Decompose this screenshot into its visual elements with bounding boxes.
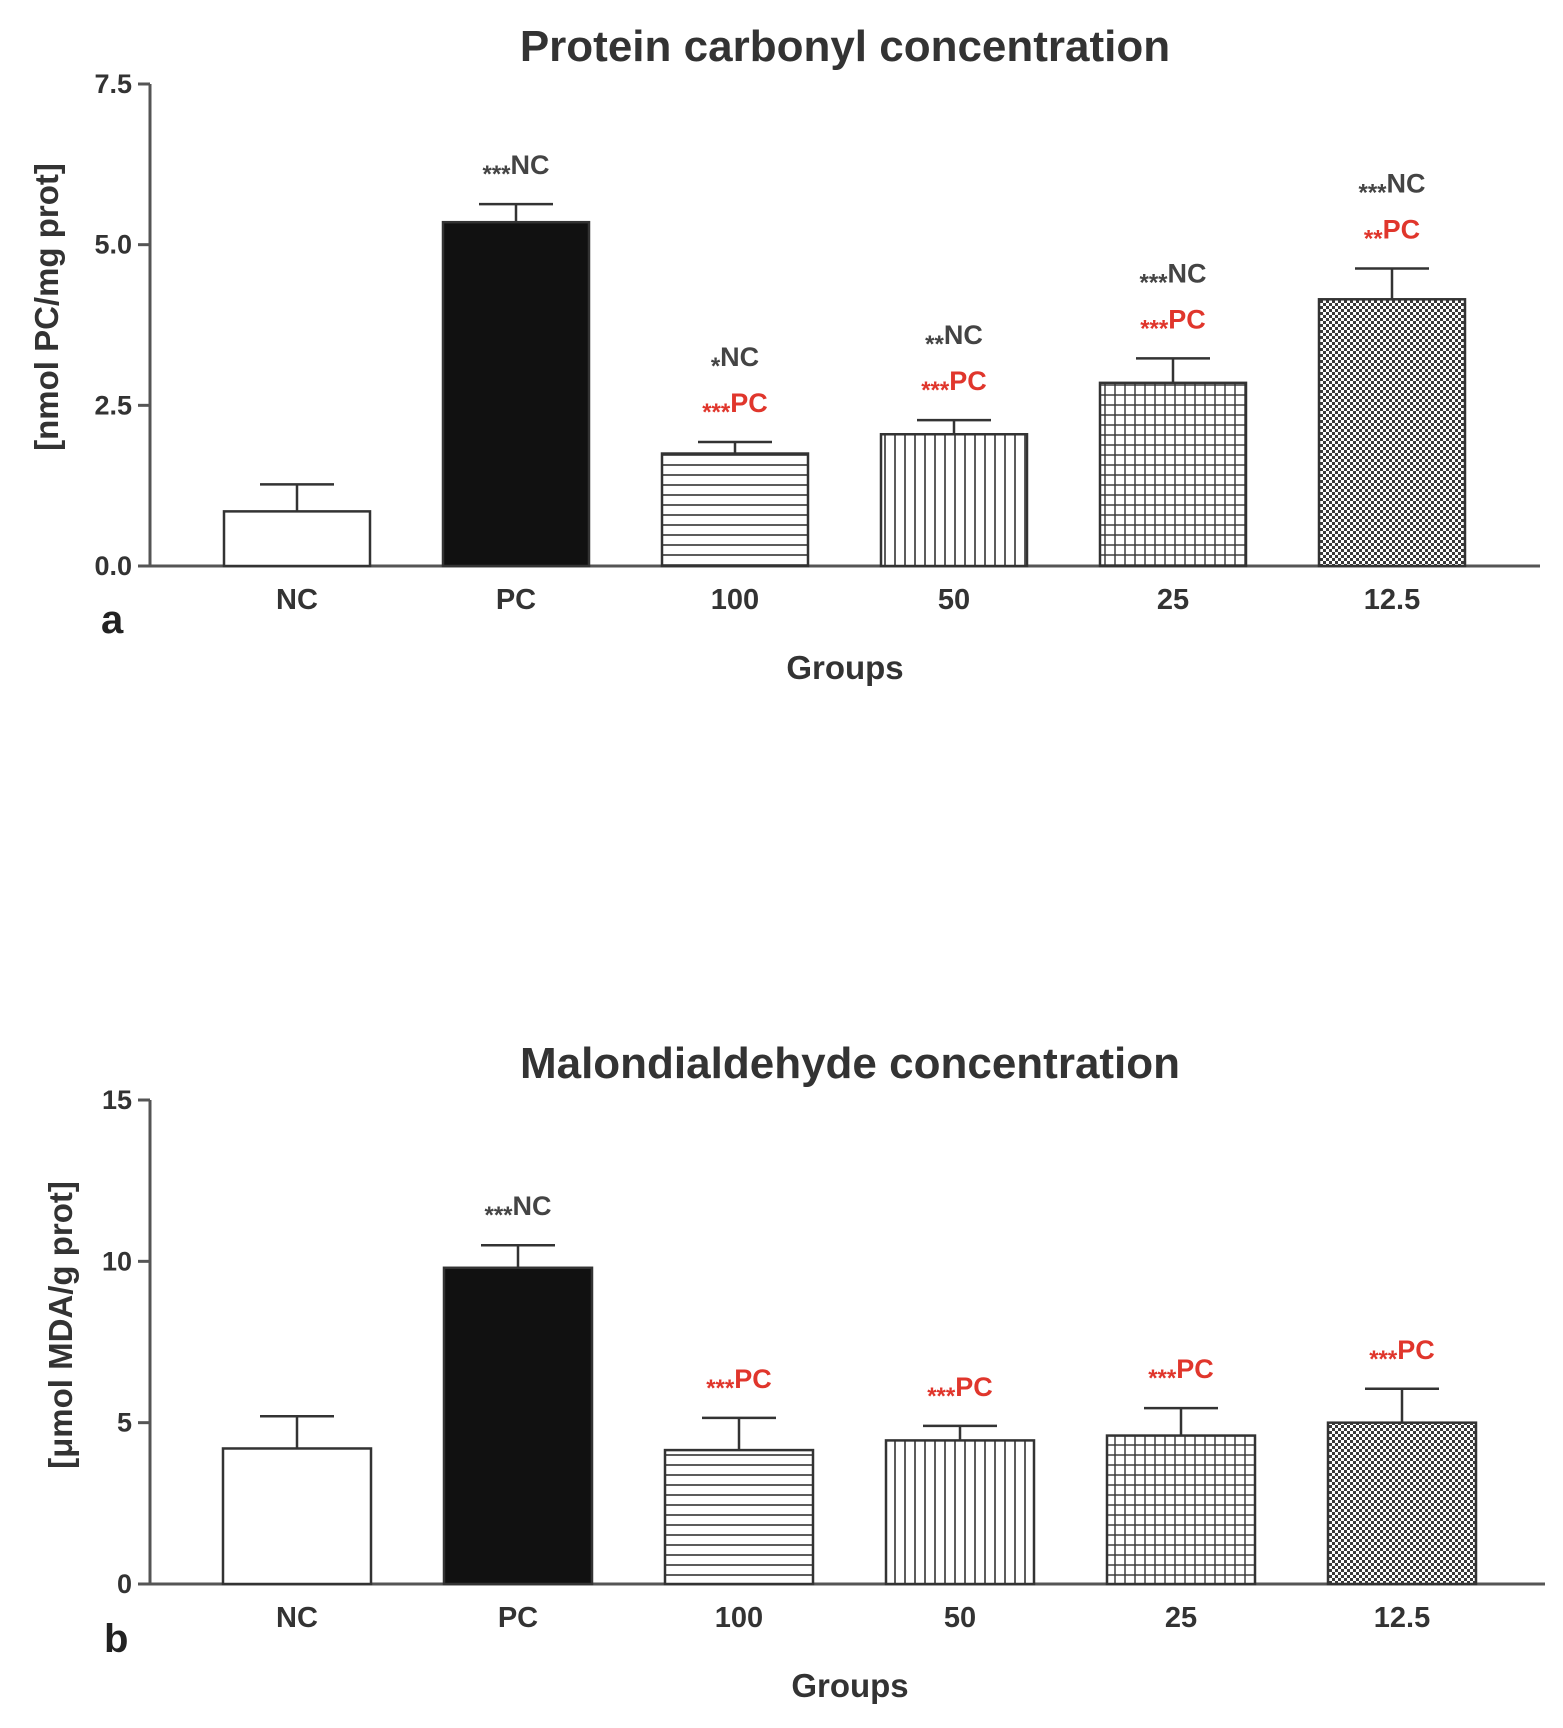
chart-b-bar-NC xyxy=(221,1447,373,1586)
chart-b-bar-12.5 xyxy=(1326,1421,1478,1586)
chart-b-title: Malondialdehyde concentration xyxy=(520,1039,1180,1088)
chart-a-x-tick-label: NC xyxy=(276,584,318,616)
chart-a-x-tick-label: 100 xyxy=(711,584,759,616)
chart-a-bar-12.5 xyxy=(1317,298,1467,568)
chart-b-bar-PC xyxy=(442,1266,594,1586)
chart-a-x-tick-label: 12.5 xyxy=(1364,584,1420,616)
chart-a-significance-nc: ***NC xyxy=(1358,168,1425,206)
chart-b-bar-100 xyxy=(663,1448,815,1586)
chart-a-bar-PC xyxy=(441,220,591,568)
chart-a-x-tick-label: 50 xyxy=(938,584,970,616)
chart-b-x-tick-label: PC xyxy=(498,1602,538,1634)
chart-b-significance-nc: ***NC xyxy=(484,1191,551,1229)
chart-a-significance-pc: ***PC xyxy=(921,366,987,404)
chart-a-y-tick-label: 0.0 xyxy=(94,551,132,581)
chart-b-y-tick-label: 0 xyxy=(117,1569,132,1599)
chart-b-y-tick-label: 5 xyxy=(117,1408,132,1438)
chart-a-bar-25 xyxy=(1098,381,1248,568)
chart-a-y-tick-label: 7.5 xyxy=(94,69,132,99)
chart-a-y-tick-label: 5.0 xyxy=(94,230,132,260)
chart-a-significance-pc: **PC xyxy=(1364,214,1420,252)
chart-b-y-tick-label: 15 xyxy=(102,1085,132,1115)
chart-b-y-tick-label: 10 xyxy=(102,1246,132,1276)
chart-a-bar-50 xyxy=(879,433,1029,568)
chart-b-y-axis-label: [μmol MDA/g prot] xyxy=(42,1181,79,1469)
chart-a-x-tick-label: 25 xyxy=(1157,584,1189,616)
chart-panel-b: Malondialdehyde concentration [μmol MDA/… xyxy=(42,1039,1545,1704)
chart-b-panel-label: b xyxy=(104,1617,128,1661)
chart-b-significance-pc: ***PC xyxy=(706,1364,772,1402)
chart-a-x-tick-label: PC xyxy=(496,584,536,616)
chart-a-significance-nc: ***NC xyxy=(1139,258,1206,296)
chart-a-title: Protein carbonyl concentration xyxy=(520,22,1170,71)
chart-b-x-tick-label: NC xyxy=(276,1602,318,1634)
chart-b-significance-pc: ***PC xyxy=(1369,1335,1435,1373)
chart-a-significance-pc: ***PC xyxy=(1140,304,1206,342)
chart-a-x-axis-label: Groups xyxy=(786,649,903,686)
chart-a-significance-nc: **NC xyxy=(925,320,983,358)
chart-a-panel-label: a xyxy=(101,598,124,642)
chart-b-bar-25 xyxy=(1105,1434,1257,1586)
chart-a-significance-pc: ***PC xyxy=(702,388,768,426)
chart-b-x-tick-label: 100 xyxy=(715,1602,763,1634)
chart-a-significance-nc: ***NC xyxy=(482,150,549,188)
chart-b-x-tick-label: 12.5 xyxy=(1374,1602,1430,1634)
chart-b-bar-50 xyxy=(884,1439,1036,1586)
chart-b-significance-pc: ***PC xyxy=(927,1372,993,1410)
chart-b-significance-pc: ***PC xyxy=(1148,1354,1214,1392)
chart-a-significance-nc: *NC xyxy=(711,342,759,380)
chart-a-y-tick-label: 2.5 xyxy=(94,390,132,420)
chart-a-y-axis-label: [nmol PC/mg prot] xyxy=(28,163,65,451)
chart-b-x-tick-label: 50 xyxy=(944,1602,976,1634)
chart-panel-a: Protein carbonyl concentration [nmol PC/… xyxy=(28,22,1540,686)
chart-b-x-axis-label: Groups xyxy=(791,1667,908,1704)
chart-b-x-tick-label: 25 xyxy=(1165,1602,1197,1634)
chart-a-bar-NC xyxy=(222,510,372,568)
chart-a-bar-100 xyxy=(660,452,810,568)
